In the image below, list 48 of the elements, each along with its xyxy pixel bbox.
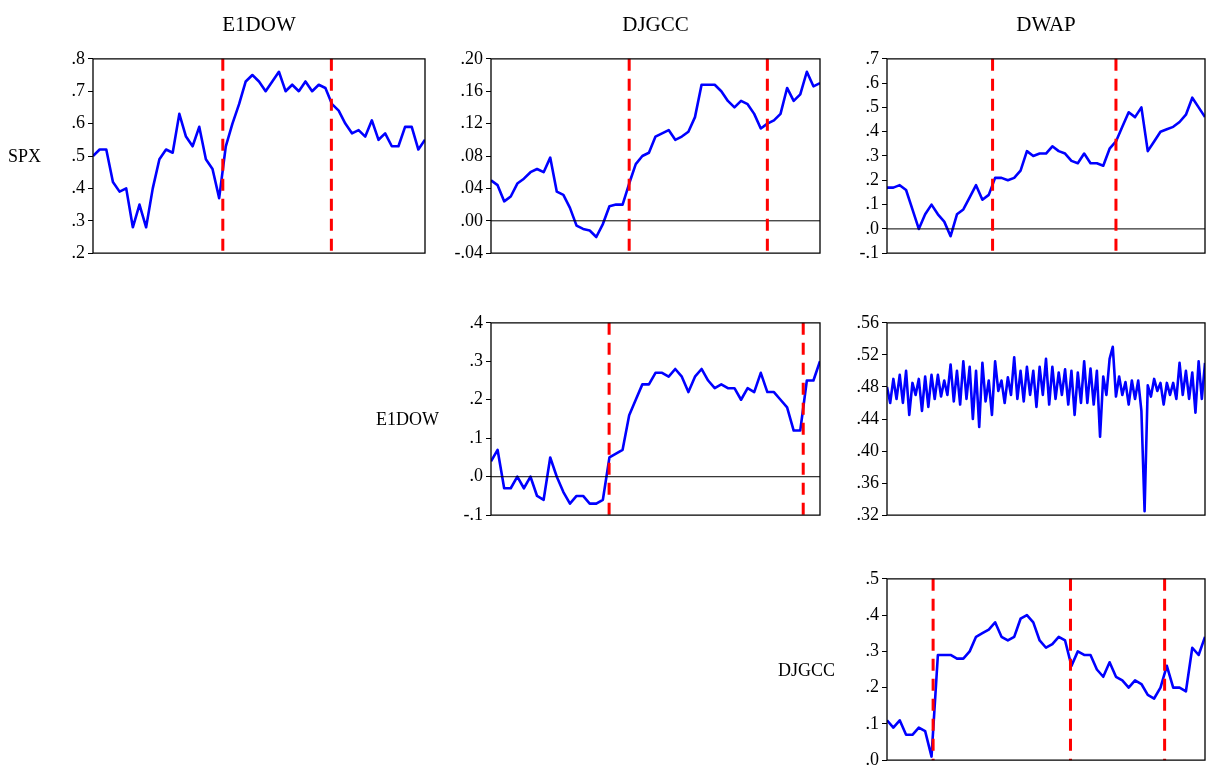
- y-tick-label: .56: [856, 311, 879, 332]
- y-tick-label: .48: [856, 375, 879, 396]
- y-tick-label: .3: [865, 640, 879, 661]
- y-tick-label: .2: [865, 676, 879, 697]
- y-tick-label: .36: [856, 471, 879, 492]
- y-tick-label: .3: [469, 350, 483, 371]
- y-axis-title: SPX: [7, 145, 41, 167]
- y-tick-label: .4: [865, 603, 879, 624]
- y-tick-label: .2: [865, 169, 879, 190]
- y-tick-label: .6: [865, 71, 879, 92]
- y-tick-label: .08: [460, 144, 483, 165]
- y-axis-title: DJGCC: [777, 659, 835, 680]
- y-tick-label: .3: [865, 144, 879, 165]
- y-tick-label: .5: [865, 96, 879, 117]
- y-tick-label: .5: [865, 567, 879, 588]
- y-tick-label: .7: [71, 79, 85, 100]
- y-tick-label: .52: [856, 343, 879, 364]
- y-tick-label: -.04: [454, 241, 483, 262]
- y-tick-label: .6: [71, 112, 85, 133]
- y-tick-label: .0: [469, 465, 483, 486]
- y-tick-label: .32: [856, 503, 879, 524]
- chart-title: DJGCC: [621, 12, 690, 37]
- y-tick-label: .0: [865, 748, 879, 769]
- y-tick-label: .2: [71, 241, 85, 262]
- y-tick-label: .1: [469, 426, 483, 447]
- y-tick-label: .4: [865, 120, 879, 141]
- chart-title: DWAP: [1015, 12, 1077, 37]
- y-tick-label: .3: [71, 209, 85, 230]
- chart-title: E1DOW: [221, 12, 297, 37]
- y-tick-label: .12: [460, 112, 483, 133]
- y-tick-label: .40: [856, 439, 879, 460]
- y-tick-label: .16: [460, 79, 483, 100]
- y-tick-label: .8: [71, 47, 85, 68]
- y-tick-label: -.1: [463, 503, 483, 524]
- y-tick-label: .1: [865, 712, 879, 733]
- y-tick-label: .2: [469, 388, 483, 409]
- y-tick-label: .00: [460, 209, 483, 230]
- y-tick-label: .4: [469, 311, 483, 332]
- y-tick-label: .1: [865, 193, 879, 214]
- y-tick-label: .44: [856, 407, 879, 428]
- y-tick-label: .7: [865, 47, 879, 68]
- y-axis-title: E1DOW: [376, 408, 439, 430]
- y-tick-label: .4: [71, 177, 85, 198]
- y-tick-label: -.1: [859, 241, 879, 262]
- y-tick-label: .20: [460, 47, 483, 68]
- y-tick-label: .0: [865, 217, 879, 238]
- y-tick-label: .04: [460, 177, 483, 198]
- y-tick-label: .5: [71, 144, 85, 165]
